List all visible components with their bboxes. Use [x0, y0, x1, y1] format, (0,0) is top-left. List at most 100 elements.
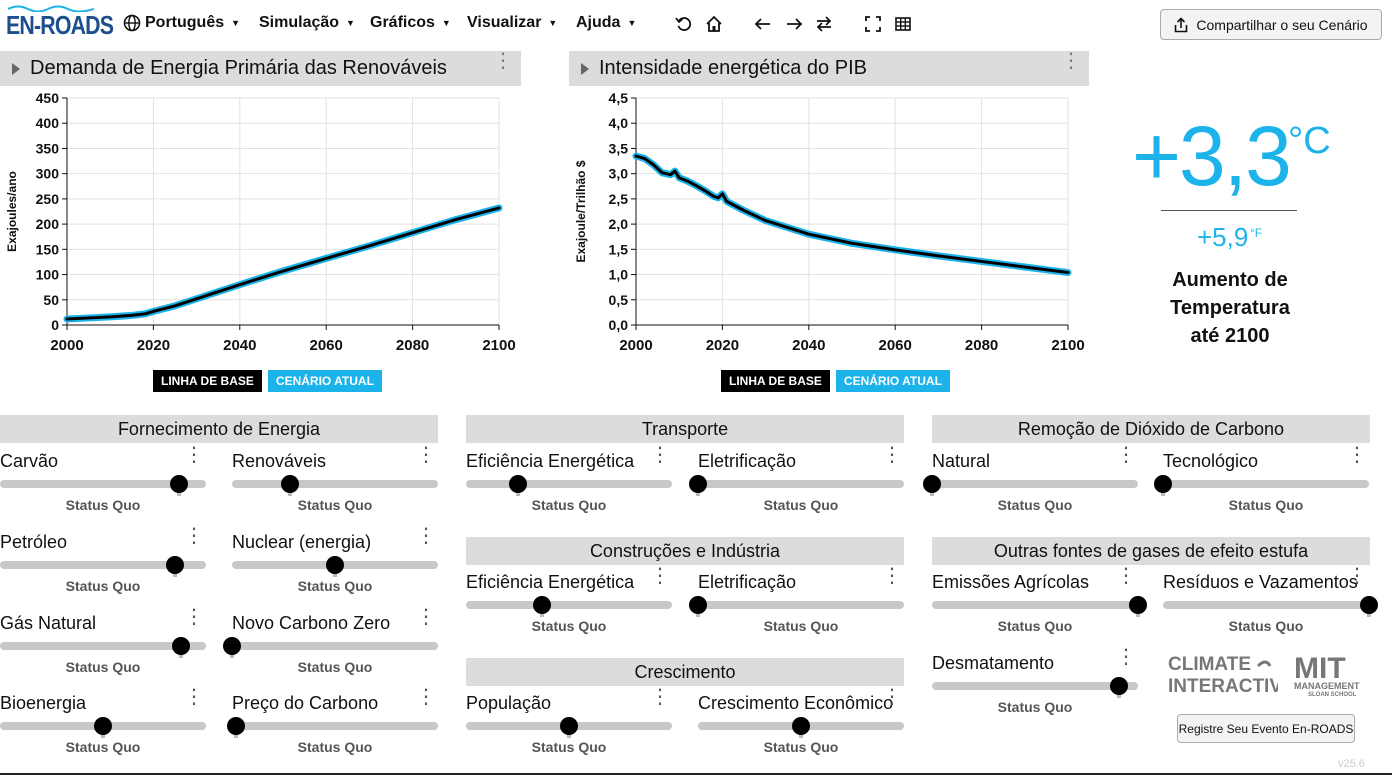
slider-track[interactable]	[0, 480, 206, 488]
kebab-menu-icon[interactable]: ⋮	[882, 565, 902, 587]
kebab-menu-icon[interactable]: ⋮	[650, 444, 670, 466]
kebab-menu-icon[interactable]: ⋮	[882, 444, 902, 466]
chart-header[interactable]: Demanda de Energia Primária das Renováve…	[0, 51, 521, 86]
slider-track[interactable]	[466, 601, 672, 609]
share-scenario-button[interactable]: Compartilhar o seu Cenário	[1160, 9, 1382, 40]
home-icon[interactable]	[704, 14, 724, 34]
kebab-menu-icon[interactable]: ⋮	[1116, 646, 1136, 668]
kebab-menu-icon[interactable]: ⋮	[650, 565, 670, 587]
kebab-menu-icon[interactable]: ⋮	[184, 686, 204, 708]
slider-thumb[interactable]	[94, 717, 112, 735]
slider-track[interactable]	[932, 480, 1138, 488]
slider-track[interactable]	[698, 480, 904, 488]
kebab-menu-icon[interactable]: ⋮	[416, 606, 436, 628]
slider-track[interactable]	[466, 480, 672, 488]
compare-icon[interactable]	[814, 14, 834, 34]
slider-thumb[interactable]	[689, 596, 707, 614]
slider-thumb[interactable]	[326, 556, 344, 574]
slider-technological-removal[interactable]: Tecnológico ⋮ Status Quo	[1154, 444, 1369, 523]
kebab-menu-icon[interactable]: ⋮	[184, 444, 204, 466]
mit-sloan-logo[interactable]: MIT MANAGEMENT SLOAN SCHOOL	[1294, 652, 1372, 703]
undo-icon[interactable]	[674, 14, 694, 34]
menu-simulation[interactable]: Simulação ▼	[259, 14, 355, 32]
legend-current[interactable]: CENÁRIO ATUAL	[267, 370, 382, 392]
slider-natural-removal[interactable]: Natural ⋮ Status Quo	[923, 444, 1138, 523]
slider-track[interactable]	[1163, 601, 1369, 609]
menu-language[interactable]: Português ▼	[123, 14, 240, 32]
slider-coal[interactable]: Carvão ⋮ Status Quo	[0, 444, 206, 523]
slider-thumb[interactable]	[166, 556, 185, 574]
slider-thumb[interactable]	[792, 717, 810, 735]
kebab-menu-icon[interactable]: ⋮	[416, 444, 436, 466]
slider-natural-gas[interactable]: Gás Natural ⋮ Status Quo	[0, 606, 206, 685]
kebab-menu-icon[interactable]: ⋮	[184, 606, 204, 628]
slider-waste-leakage[interactable]: Resíduos e Vazamentos ⋮ Status Quo	[1163, 565, 1378, 644]
slider-bioenergy[interactable]: Bioenergia ⋮ Status Quo	[0, 686, 206, 765]
kebab-menu-icon[interactable]: ⋮	[1347, 444, 1367, 466]
kebab-menu-icon[interactable]: ⋮	[416, 686, 436, 708]
menu-help[interactable]: Ajuda ▼	[576, 14, 636, 32]
slider-population[interactable]: População ⋮ Status Quo	[466, 686, 672, 765]
slider-track[interactable]	[232, 480, 438, 488]
slider-thumb[interactable]	[223, 637, 241, 655]
slider-track[interactable]	[698, 601, 904, 609]
slider-buildings-electrification[interactable]: Eletrificação ⋮ Status Quo	[689, 565, 904, 644]
kebab-menu-icon[interactable]: ⋮	[1116, 444, 1136, 466]
slider-thumb[interactable]	[172, 637, 191, 655]
menu-view[interactable]: Visualizar ▼	[467, 14, 557, 32]
slider-transport-electrification[interactable]: Eletrificação ⋮ Status Quo	[689, 444, 904, 523]
slider-new-zero-carbon[interactable]: Novo Carbono Zero ⋮ Status Quo	[223, 606, 438, 685]
forward-arrow-icon[interactable]	[784, 14, 804, 34]
slider-economic-growth[interactable]: Crescimento Econômico ⋮ Status Quo	[698, 686, 904, 765]
kebab-menu-icon[interactable]: ⋮	[1347, 565, 1367, 587]
climate-interactive-logo[interactable]: CLIMATE INTERACTIVE	[1166, 652, 1295, 700]
slider-agricultural-emissions[interactable]: Emissões Agrícolas ⋮ Status Quo	[932, 565, 1147, 644]
slider-track[interactable]	[0, 561, 206, 569]
slider-thumb[interactable]	[689, 475, 707, 493]
slider-thumb[interactable]	[1360, 596, 1378, 614]
kebab-menu-icon[interactable]: ⋮	[1116, 565, 1136, 587]
legend-baseline[interactable]: LINHA DE BASE	[721, 370, 830, 392]
slider-track[interactable]	[232, 722, 438, 730]
slider-thumb[interactable]	[533, 596, 552, 614]
slider-thumb[interactable]	[508, 475, 527, 493]
slider-track[interactable]	[932, 682, 1138, 690]
slider-renewables[interactable]: Renováveis ⋮ Status Quo	[232, 444, 438, 523]
legend-baseline[interactable]: LINHA DE BASE	[153, 370, 262, 392]
slider-carbon-price[interactable]: Preço do Carbono ⋮ Status Quo	[227, 686, 438, 765]
slider-track[interactable]	[1163, 480, 1369, 488]
kebab-menu-icon[interactable]: ⋮	[416, 525, 436, 547]
slider-transport-efficiency[interactable]: Eficiência Energética ⋮ Status Quo	[466, 444, 672, 523]
slider-thumb[interactable]	[170, 475, 189, 493]
slider-thumb[interactable]	[227, 717, 246, 735]
chart-header[interactable]: Intensidade energética do PIB ⋮	[569, 51, 1089, 86]
slider-thumb[interactable]	[1110, 677, 1129, 695]
slider-thumb[interactable]	[560, 717, 578, 735]
kebab-menu-icon[interactable]: ⋮	[882, 686, 902, 708]
kebab-menu-icon[interactable]: ⋮	[650, 686, 670, 708]
back-arrow-icon[interactable]	[753, 14, 773, 34]
kebab-menu-icon[interactable]: ⋮	[1061, 50, 1081, 72]
legend-current[interactable]: CENÁRIO ATUAL	[835, 370, 950, 392]
app-logo[interactable]: EN-ROADS	[6, 10, 114, 40]
expand-triangle-icon[interactable]	[581, 62, 589, 75]
slider-track[interactable]	[232, 642, 438, 650]
slider-deforestation[interactable]: Desmatamento ⋮ Status Quo	[932, 646, 1138, 725]
kebab-menu-icon[interactable]: ⋮	[493, 50, 513, 72]
menu-graphs[interactable]: Gráficos ▼	[370, 14, 451, 32]
slider-track[interactable]	[0, 642, 206, 650]
slider-nuclear[interactable]: Nuclear (energia) ⋮ Status Quo	[232, 525, 438, 604]
fullscreen-icon[interactable]	[863, 14, 883, 34]
slider-thumb[interactable]	[923, 475, 941, 493]
register-event-button[interactable]: Registre Seu Evento En-ROADS	[1177, 714, 1355, 743]
slider-track[interactable]	[932, 601, 1138, 609]
kebab-menu-icon[interactable]: ⋮	[184, 525, 204, 547]
slider-status: Status Quo	[297, 659, 373, 675]
slider-thumb[interactable]	[1129, 596, 1147, 614]
slider-thumb[interactable]	[280, 475, 299, 493]
slider-buildings-efficiency[interactable]: Eficiência Energética ⋮ Status Quo	[466, 565, 672, 644]
slider-oil[interactable]: Petróleo ⋮ Status Quo	[0, 525, 206, 604]
grid-table-icon[interactable]	[893, 14, 913, 34]
expand-triangle-icon[interactable]	[12, 62, 20, 75]
slider-thumb[interactable]	[1154, 475, 1172, 493]
